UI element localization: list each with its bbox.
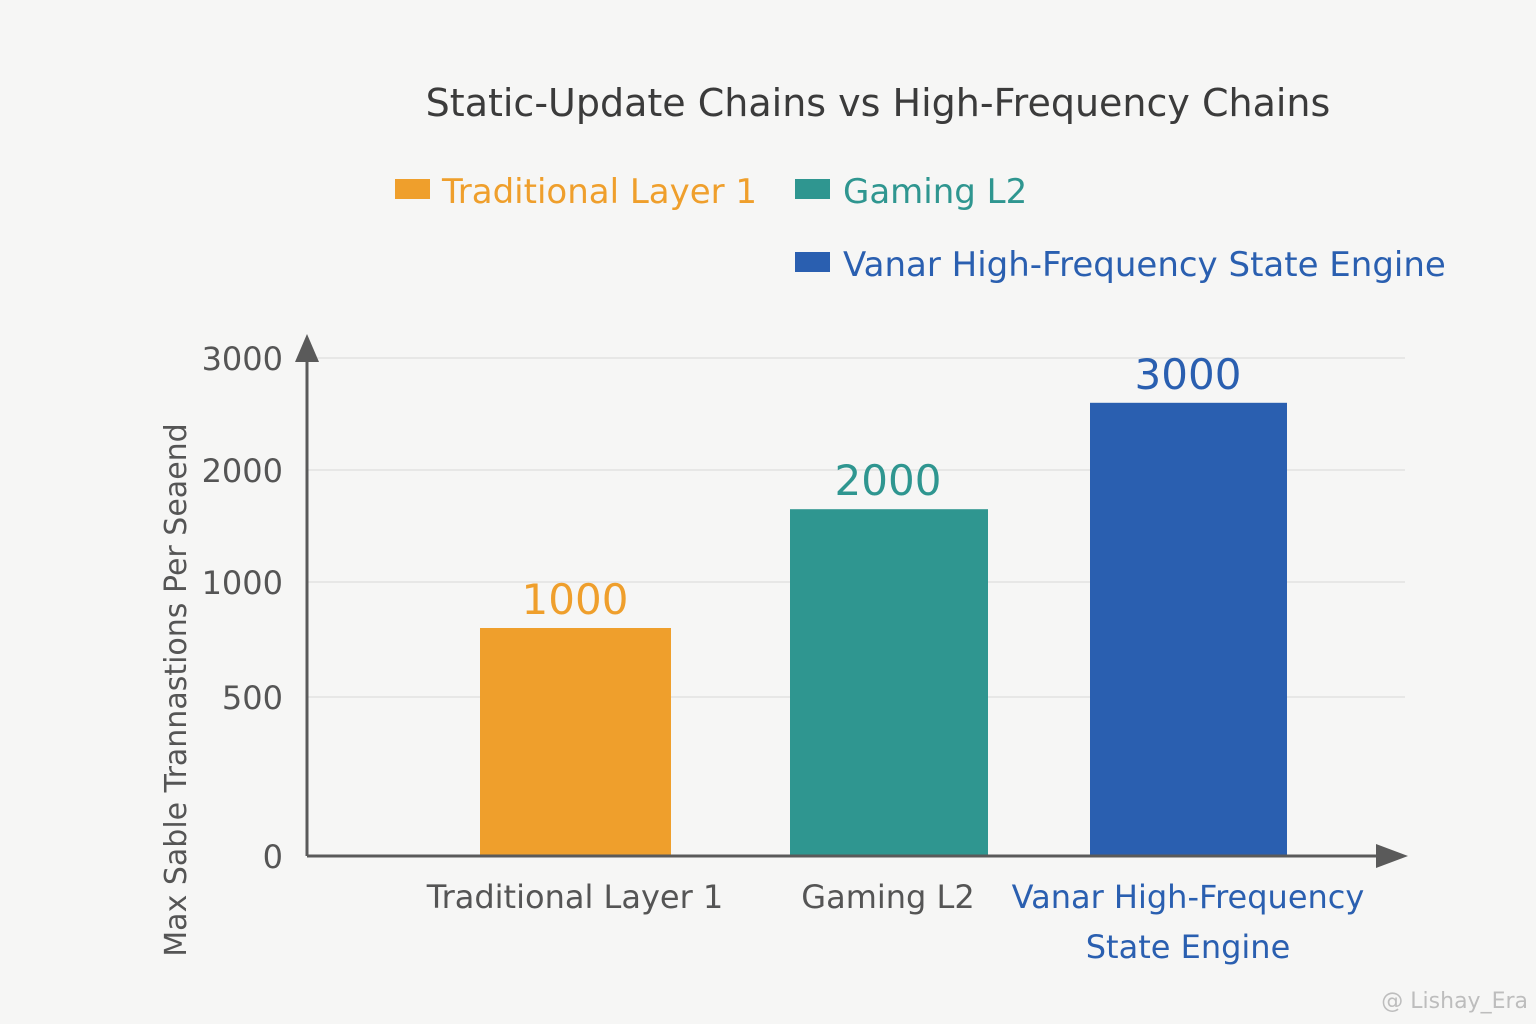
x-tick-label: State Engine [1086,928,1291,966]
x-tick-label: Gaming L2 [801,878,974,916]
bar-value-label: 1000 [522,575,629,624]
y-tick-label: 1000 [202,564,283,602]
legend-label: Gaming L2 [843,172,1027,212]
bar [480,628,671,856]
bars [480,402,1287,856]
bar-value-label: 3000 [1135,350,1242,399]
legend-swatch [395,179,430,199]
y-tick-label: 2000 [202,452,283,490]
chart-text: Static-Update Chains vs High-Frequency C… [159,81,1528,1014]
x-tick-label: Vanar High-Frequency [1012,878,1365,916]
x-tick-label: Traditional Layer 1 [426,878,724,916]
legend-swatch [795,179,830,199]
y-tick-label: 3000 [202,340,283,378]
chart-title: Static-Update Chains vs High-Frequency C… [426,81,1331,125]
watermark: @ Lishay_Era [1381,989,1528,1014]
legend-label: Traditional Layer 1 [441,172,757,212]
bar [790,509,988,856]
y-axis-label: Max Sable Trannastions Per Seaend [159,423,194,956]
bar-value-label: 2000 [835,456,942,505]
x-axis-arrow [1376,844,1408,868]
y-tick-label: 500 [222,679,283,717]
y-tick-label: 0 [263,838,283,876]
legend-swatch [795,252,830,272]
bar [1090,402,1287,856]
legend-label: Vanar High-Frequency State Engine [843,245,1446,285]
y-axis-arrow [295,334,319,362]
axes [295,334,1408,868]
